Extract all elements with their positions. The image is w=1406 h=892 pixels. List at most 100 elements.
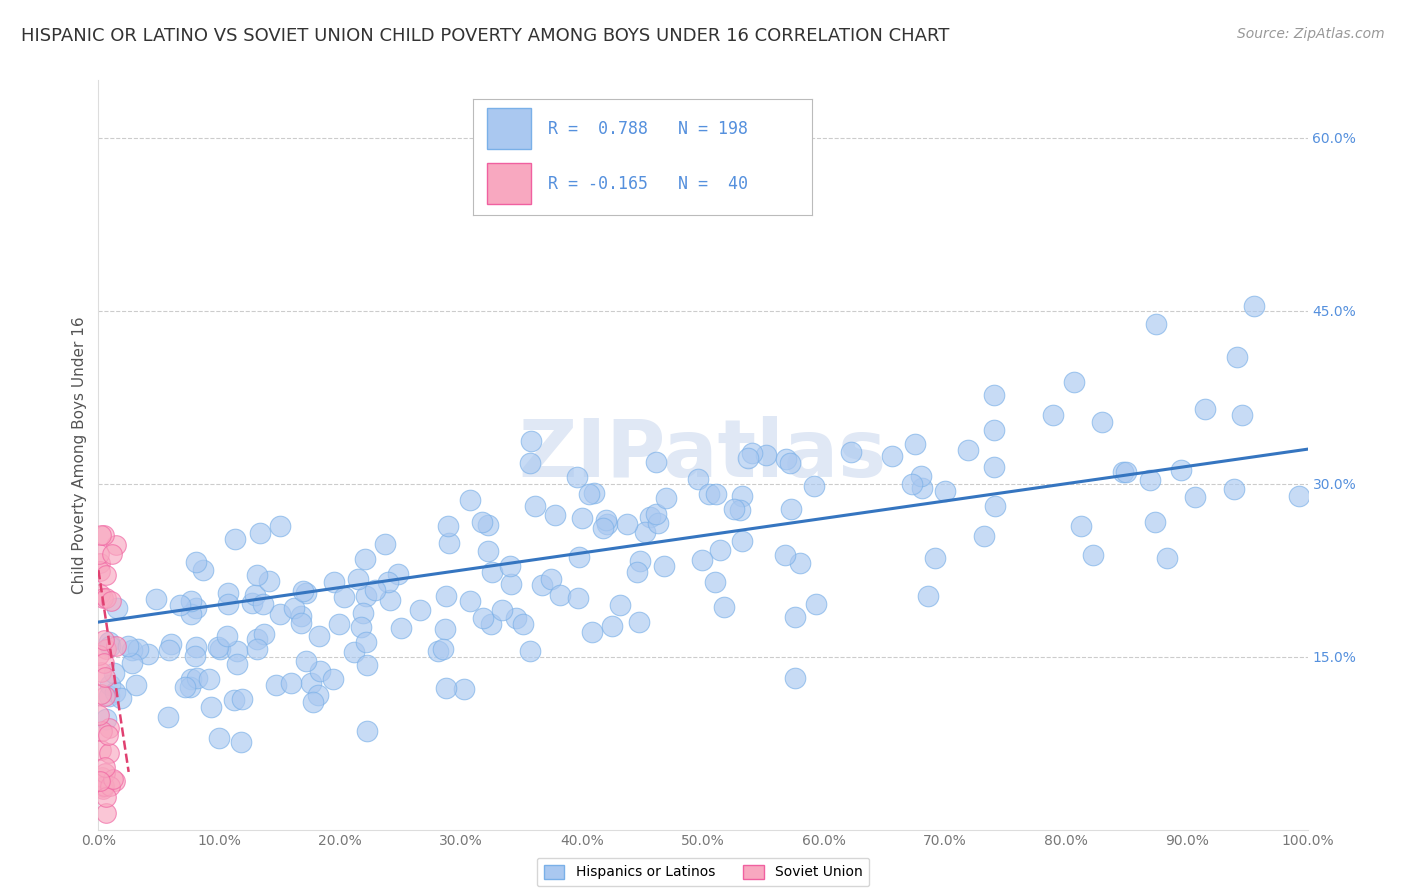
Point (730, 503, 752, 517)
Point (217, 629, 239, 643)
Point (309, 664, 332, 678)
Point (87, 547, 110, 561)
Point (207, 640, 229, 655)
Point (1115, 466, 1137, 480)
Point (471, 515, 494, 529)
Point (180, 594, 202, 608)
Point (302, 695, 325, 709)
Point (229, 734, 252, 748)
Point (432, 642, 454, 657)
Point (333, 590, 356, 604)
Point (208, 642, 231, 657)
Point (342, 645, 364, 659)
Point (295, 654, 318, 668)
Point (90, 527, 112, 541)
Point (290, 615, 312, 630)
Point (775, 452, 797, 467)
Point (548, 589, 571, 603)
Point (1083, 548, 1105, 562)
Point (1226, 350, 1249, 364)
Point (655, 491, 678, 506)
Point (101, 772, 124, 787)
Point (299, 676, 322, 690)
Point (911, 481, 934, 495)
Point (688, 472, 710, 486)
Point (94, 567, 117, 582)
Point (292, 584, 315, 599)
Point (1144, 317, 1167, 331)
Point (634, 525, 657, 540)
Point (103, 666, 125, 681)
Point (1194, 401, 1216, 416)
Point (89, 564, 111, 578)
Point (350, 620, 373, 634)
Point (1139, 474, 1161, 488)
Point (501, 577, 523, 591)
Point (179, 680, 201, 694)
Point (627, 615, 650, 630)
Point (174, 680, 197, 694)
Point (775, 548, 797, 562)
Point (783, 671, 806, 685)
Point (638, 510, 661, 524)
Point (222, 692, 245, 706)
Point (264, 678, 287, 692)
Point (616, 516, 638, 531)
Point (582, 485, 605, 500)
Point (1230, 408, 1253, 422)
Point (409, 603, 432, 617)
Point (91, 782, 114, 797)
Point (882, 449, 904, 463)
Point (217, 597, 239, 611)
Point (322, 575, 344, 590)
Point (269, 607, 291, 621)
Point (246, 641, 269, 656)
Point (98, 689, 121, 703)
Point (434, 622, 457, 636)
Point (568, 550, 591, 565)
Point (957, 443, 980, 458)
Point (652, 559, 675, 574)
Point (578, 487, 600, 501)
Point (458, 593, 481, 607)
Point (91, 780, 114, 794)
Point (567, 470, 589, 484)
Point (240, 596, 263, 610)
Point (498, 558, 520, 573)
Point (184, 640, 207, 654)
Point (252, 627, 274, 641)
Point (789, 556, 811, 570)
Point (226, 657, 249, 671)
Point (98, 746, 121, 760)
Point (257, 574, 280, 588)
Point (307, 688, 329, 702)
Point (626, 565, 648, 579)
Point (519, 644, 541, 658)
Point (690, 553, 713, 567)
Point (96, 805, 118, 820)
Point (186, 671, 208, 685)
Point (595, 513, 617, 527)
Point (531, 578, 554, 592)
Point (198, 672, 221, 686)
Point (713, 600, 735, 615)
Point (1090, 415, 1112, 429)
Point (96, 641, 118, 656)
Point (157, 709, 180, 723)
Point (1070, 519, 1092, 533)
Point (453, 682, 475, 697)
Point (427, 644, 450, 658)
Point (252, 597, 274, 611)
Point (434, 681, 457, 695)
Point (280, 676, 302, 690)
Point (94, 712, 117, 726)
Point (704, 486, 727, 500)
Point (1112, 465, 1135, 479)
Point (910, 469, 932, 483)
Point (1288, 489, 1310, 503)
Point (89, 556, 111, 570)
Point (93, 670, 115, 684)
Point (389, 621, 412, 635)
Point (436, 519, 458, 533)
Point (571, 511, 593, 525)
